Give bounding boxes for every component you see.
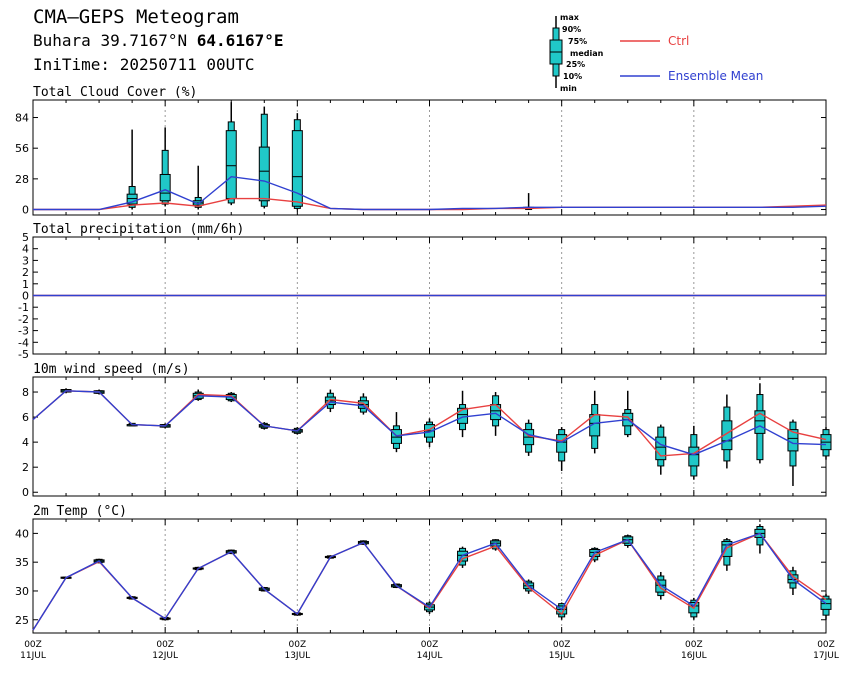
box-25-75 bbox=[655, 579, 667, 593]
x-tick-date-label: 16JUL bbox=[681, 651, 707, 661]
x-tick-date-label: 12JUL bbox=[152, 651, 178, 661]
x-tick-hour-label: 00Z bbox=[156, 640, 174, 650]
x-tick-date-label: 15JUL bbox=[549, 651, 575, 661]
ensemble-box bbox=[589, 390, 601, 454]
x-tick-hour-label: 00Z bbox=[421, 640, 439, 650]
box-25-75 bbox=[754, 410, 766, 434]
y-tick-label: 0 bbox=[22, 486, 29, 499]
ensemble-box bbox=[820, 427, 832, 460]
latitude: 39.7167°N bbox=[100, 31, 188, 50]
panel-title: Total precipitation (mm/6h) bbox=[33, 222, 244, 237]
location-line: Buhara 39.7167°N 64.6167°E bbox=[33, 31, 283, 50]
box-25-75 bbox=[225, 130, 237, 200]
legend-box-label: 90% bbox=[562, 25, 581, 34]
chart-title: CMA—GEPS Meteogram bbox=[33, 6, 239, 28]
y-tick-label: 4 bbox=[22, 436, 29, 449]
box-25-75 bbox=[490, 404, 502, 421]
ensemble-box bbox=[192, 165, 204, 210]
y-tick-label: 6 bbox=[22, 411, 29, 424]
panel-2: Total precipitation (mm/6h) -5-4-3-2-1012… bbox=[18, 222, 827, 361]
box-25-75 bbox=[721, 420, 733, 451]
ensemble-box bbox=[556, 427, 568, 471]
location-name: Buhara bbox=[33, 31, 91, 50]
box-25-75 bbox=[457, 407, 469, 424]
y-tick-label: 40 bbox=[15, 527, 29, 540]
legend-box-label: min bbox=[560, 84, 577, 93]
legend-mean-label: Ensemble Mean bbox=[668, 69, 763, 83]
box-25-75 bbox=[126, 193, 138, 205]
ensemble-box bbox=[523, 419, 535, 456]
x-tick-hour-label: 00Z bbox=[553, 640, 571, 650]
ensemble-mean-line bbox=[33, 175, 827, 211]
legend-ctrl-label: Ctrl bbox=[668, 34, 689, 48]
box-25-75 bbox=[159, 173, 171, 202]
panel-title: 10m wind speed (m/s) bbox=[33, 362, 190, 377]
legend-box-label: median bbox=[570, 49, 604, 58]
x-tick-date-label: 17JUL bbox=[813, 651, 839, 661]
y-tick-label: -2 bbox=[18, 313, 29, 326]
header: CMA—GEPS Meteogram Buhara 39.7167°N 64.6… bbox=[0, 0, 850, 95]
y-tick-label: 84 bbox=[15, 112, 29, 125]
x-tick-date-label: 11JUL bbox=[20, 651, 46, 661]
y-tick-label: 30 bbox=[15, 585, 29, 598]
y-tick-label: 0 bbox=[22, 204, 29, 217]
ensemble-box bbox=[225, 102, 237, 206]
y-tick-label: -5 bbox=[18, 348, 29, 361]
ensemble-box bbox=[754, 383, 766, 464]
x-tick-date-label: 13JUL bbox=[284, 651, 310, 661]
x-tick-hour-label: 00Z bbox=[685, 640, 703, 650]
y-tick-label: -1 bbox=[18, 301, 29, 314]
ensemble-box bbox=[126, 129, 138, 210]
y-tick-label: 4 bbox=[22, 243, 29, 256]
x-tick-hour-label: 00Z bbox=[289, 640, 307, 650]
y-tick-label: -3 bbox=[18, 325, 29, 338]
y-tick-label: 28 bbox=[15, 173, 29, 186]
y-tick-label: 3 bbox=[22, 254, 29, 267]
legend-box-label: 25% bbox=[566, 60, 585, 69]
box-25-75 bbox=[291, 130, 303, 207]
longitude: 64.6167°E bbox=[196, 31, 284, 50]
panel-4: 2m Temp (°C) 25 30 35 40 bbox=[15, 504, 832, 634]
box-25-75 bbox=[655, 436, 667, 461]
panel-title: 2m Temp (°C) bbox=[33, 504, 127, 519]
y-tick-label: 35 bbox=[15, 556, 29, 569]
y-tick-label: 25 bbox=[15, 614, 29, 627]
ensemble-box bbox=[324, 389, 336, 413]
x-tick-hour-label: 00Z bbox=[817, 640, 835, 650]
ensemble-box bbox=[159, 127, 171, 207]
y-tick-label: 8 bbox=[22, 386, 29, 399]
legend: Ctrl Ensemble Mean bbox=[549, 16, 763, 88]
ensemble-box bbox=[457, 390, 469, 438]
y-tick-label: 2 bbox=[22, 461, 29, 474]
box-25-75 bbox=[688, 446, 700, 467]
box-25-75 bbox=[556, 434, 568, 453]
ensemble-box bbox=[655, 424, 667, 475]
ensemble-mean-line bbox=[32, 532, 827, 631]
init-time: IniTime: 20250711 00UTC bbox=[33, 55, 255, 74]
y-tick-label: -4 bbox=[18, 336, 29, 349]
ensemble-mean-line bbox=[32, 390, 827, 456]
legend-box-label: 10% bbox=[563, 72, 582, 81]
legend-box-label: max bbox=[560, 13, 580, 22]
y-tick-label: 1 bbox=[22, 278, 29, 291]
y-tick-label: 5 bbox=[22, 231, 29, 244]
x-tick-date-label: 14JUL bbox=[417, 651, 443, 661]
ensemble-box bbox=[820, 593, 832, 620]
y-tick-label: 56 bbox=[15, 142, 29, 155]
y-tick-label: 0 bbox=[22, 290, 29, 303]
panel-frame bbox=[32, 99, 827, 216]
panel-title: Total Cloud Cover (%) bbox=[33, 85, 197, 100]
ensemble-box bbox=[258, 106, 270, 209]
box-25-75 bbox=[258, 146, 270, 202]
x-tick-hour-label: 00Z bbox=[24, 640, 42, 650]
ensemble-box bbox=[622, 390, 634, 438]
y-tick-label: 2 bbox=[22, 266, 29, 279]
legend-box-label: 75% bbox=[568, 37, 587, 46]
panel-3: 10m wind speed (m/s) 0 2 4 6 8 bbox=[22, 362, 832, 499]
panel-1: Total Cloud Cover (%) 0 28 56 84 bbox=[15, 85, 827, 217]
